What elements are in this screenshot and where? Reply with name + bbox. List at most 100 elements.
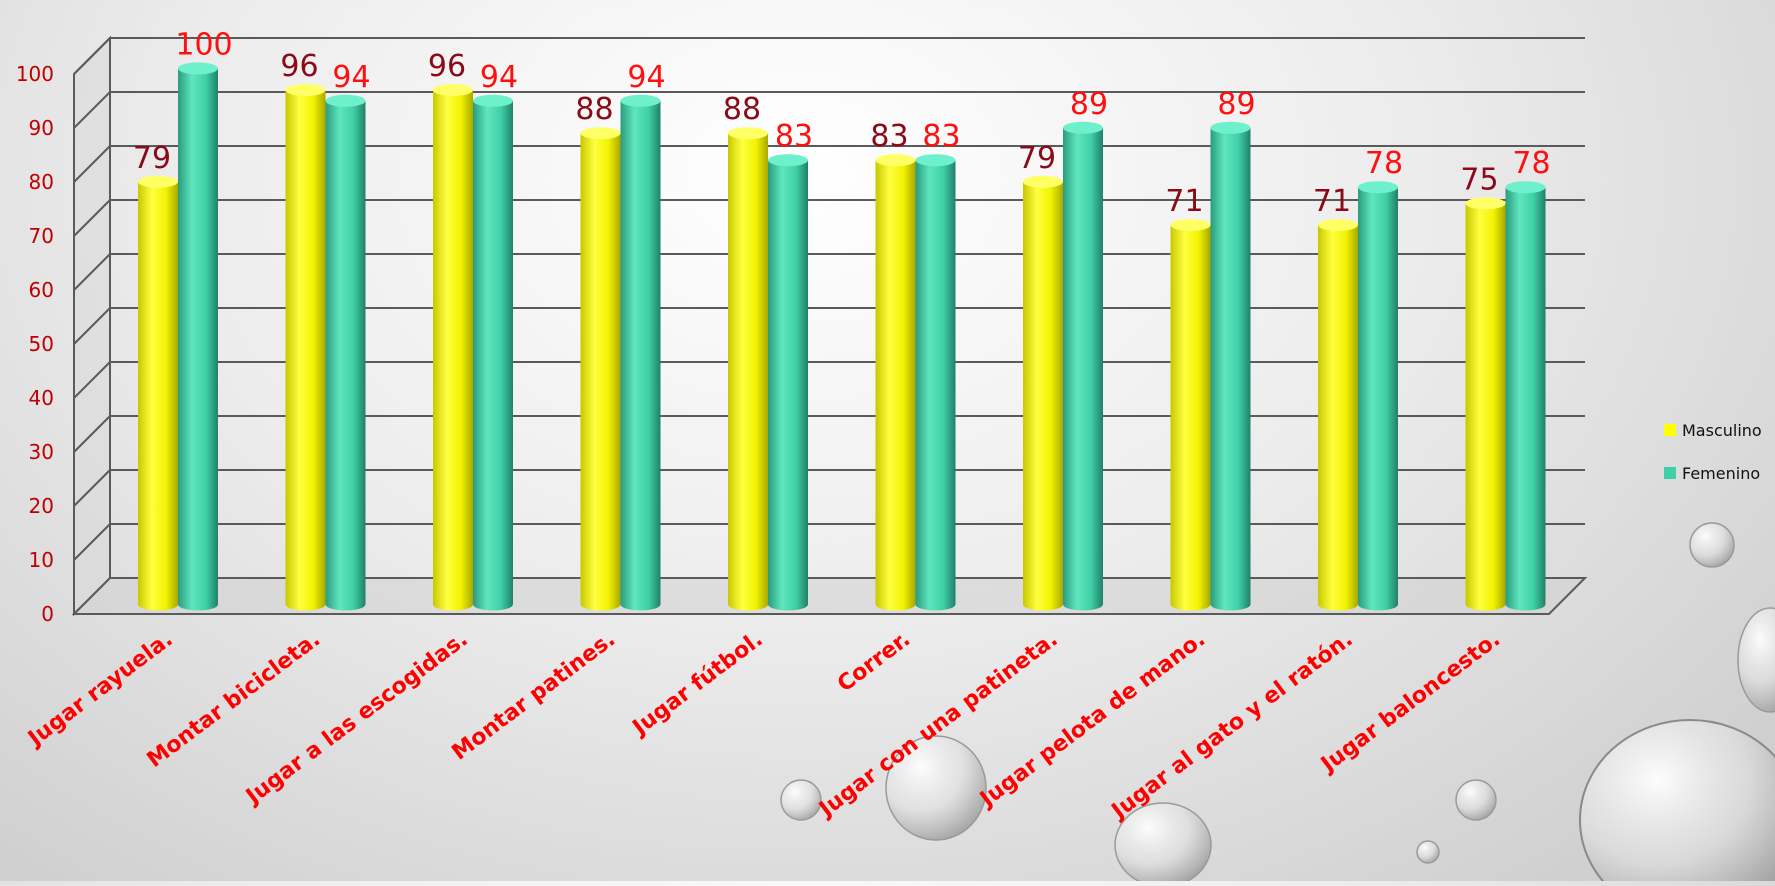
gridline-side — [73, 145, 111, 183]
x-tick-label: Montar patines. — [448, 627, 621, 766]
y-tick-label: 80 — [29, 170, 54, 194]
y-tick-label: 0 — [41, 602, 54, 626]
bar-top-masculino — [433, 84, 473, 96]
bar-top-masculino — [1023, 175, 1063, 188]
bar-femenino — [1358, 187, 1398, 611]
gridline-side — [73, 91, 111, 129]
gridline-side — [73, 361, 111, 399]
data-label-femenino: 94 — [480, 60, 518, 95]
legend-label-masculino: Masculino — [1682, 421, 1762, 440]
water-drop-icon — [1416, 840, 1440, 864]
bar-masculino — [433, 90, 473, 611]
bar-top-masculino — [728, 127, 768, 140]
gridline-side — [73, 37, 111, 75]
bar-femenino — [1210, 127, 1251, 611]
legend-swatch-femenino — [1664, 467, 1676, 479]
bar-top-femenino — [178, 62, 218, 75]
bar-masculino — [875, 160, 916, 611]
water-drops-decoration — [780, 522, 1775, 886]
water-drop-icon — [1579, 719, 1775, 886]
bar-femenino — [1063, 127, 1103, 611]
data-label-masculino: 96 — [280, 49, 318, 84]
bar-top-femenino — [325, 94, 366, 107]
gridline-side — [73, 253, 111, 291]
bar-top-femenino — [620, 94, 661, 107]
data-label-masculino: 88 — [723, 92, 761, 127]
bar-top-masculino — [875, 154, 916, 167]
bar-masculino — [580, 133, 621, 611]
y-tick-label: 100 — [16, 62, 54, 86]
bar-top-femenino — [915, 154, 956, 167]
bar-masculino — [1318, 225, 1358, 611]
bar-femenino — [325, 100, 366, 611]
bar-top-femenino — [1358, 181, 1398, 194]
bar-femenino — [178, 68, 218, 611]
x-tick-label: Correr. — [833, 627, 915, 697]
y-tick-label: 30 — [29, 440, 54, 464]
water-drop-icon — [1114, 802, 1212, 886]
y-tick-label: 70 — [29, 224, 54, 248]
data-label-masculino: 79 — [133, 141, 171, 176]
water-drop-icon — [1689, 522, 1735, 568]
bar-femenino — [915, 160, 956, 611]
bar-top-femenino — [1505, 181, 1546, 194]
water-drop-icon — [1737, 607, 1775, 713]
data-label-femenino: 100 — [175, 27, 232, 62]
gridline-side — [73, 523, 111, 561]
data-label-femenino: 83 — [922, 119, 960, 154]
data-label-femenino: 89 — [1217, 87, 1255, 122]
y-tick-label: 20 — [29, 494, 54, 518]
bar-top-femenino — [768, 154, 808, 167]
bar-top-femenino — [1210, 121, 1251, 134]
data-labels: 79 100 96 94 96 94 88 94 88 83 83 83 79 89 71 89 71 78 75 7… — [133, 27, 1551, 219]
bar-masculino — [1170, 225, 1211, 611]
bar-top-femenino — [1063, 121, 1103, 134]
y-tick-label: 50 — [29, 332, 54, 356]
x-tick-label: Jugar al gato y el ratón. — [1106, 627, 1358, 825]
bar-femenino — [768, 160, 808, 611]
gridline-side — [73, 469, 111, 507]
bar-femenino — [620, 100, 661, 611]
bar-masculino — [1023, 181, 1063, 611]
y-tick-label: 40 — [29, 386, 54, 410]
bar-masculino — [285, 90, 326, 611]
data-label-masculino: 83 — [870, 119, 908, 154]
x-tick-label: Jugar rayuela. — [22, 627, 177, 753]
data-label-femenino: 94 — [332, 60, 370, 95]
data-label-masculino: 88 — [575, 92, 613, 127]
water-drop-icon — [780, 779, 822, 821]
data-label-masculino: 75 — [1460, 162, 1498, 197]
bar-top-masculino — [580, 127, 621, 140]
legend-label-femenino: Femenino — [1682, 464, 1760, 483]
bar-masculino — [1465, 203, 1506, 611]
x-tick-label: Jugar fútbol. — [627, 627, 768, 742]
data-label-femenino: 78 — [1512, 146, 1550, 181]
y-tick-label: 10 — [29, 548, 54, 572]
legend: Masculino Femenino — [1664, 421, 1762, 483]
bars — [138, 62, 1546, 611]
data-label-masculino: 71 — [1165, 184, 1203, 219]
data-label-femenino: 89 — [1070, 87, 1108, 122]
water-drop-icon — [1455, 779, 1497, 821]
data-label-femenino: 78 — [1365, 146, 1403, 181]
y-axis-ticks: 0 10 20 30 40 50 60 70 80 90 100 — [16, 62, 54, 626]
data-label-femenino: 94 — [627, 60, 665, 95]
bar-top-femenino — [473, 94, 513, 107]
y-tick-label: 90 — [29, 116, 54, 140]
bar-top-masculino — [285, 84, 326, 96]
bar-top-masculino — [138, 175, 178, 188]
gridline-side — [73, 307, 111, 345]
bar-top-masculino — [1170, 219, 1211, 231]
legend-swatch-masculino — [1664, 424, 1676, 436]
bar-masculino — [138, 181, 178, 611]
data-label-femenino: 83 — [775, 119, 813, 154]
bar-femenino — [473, 100, 513, 611]
data-label-masculino: 71 — [1313, 184, 1351, 219]
bar-masculino — [728, 133, 768, 611]
y-tick-label: 60 — [29, 278, 54, 302]
data-label-masculino: 96 — [428, 49, 466, 84]
bar-femenino — [1505, 187, 1546, 611]
bar-top-masculino — [1318, 219, 1358, 231]
bar-top-masculino — [1465, 197, 1506, 210]
